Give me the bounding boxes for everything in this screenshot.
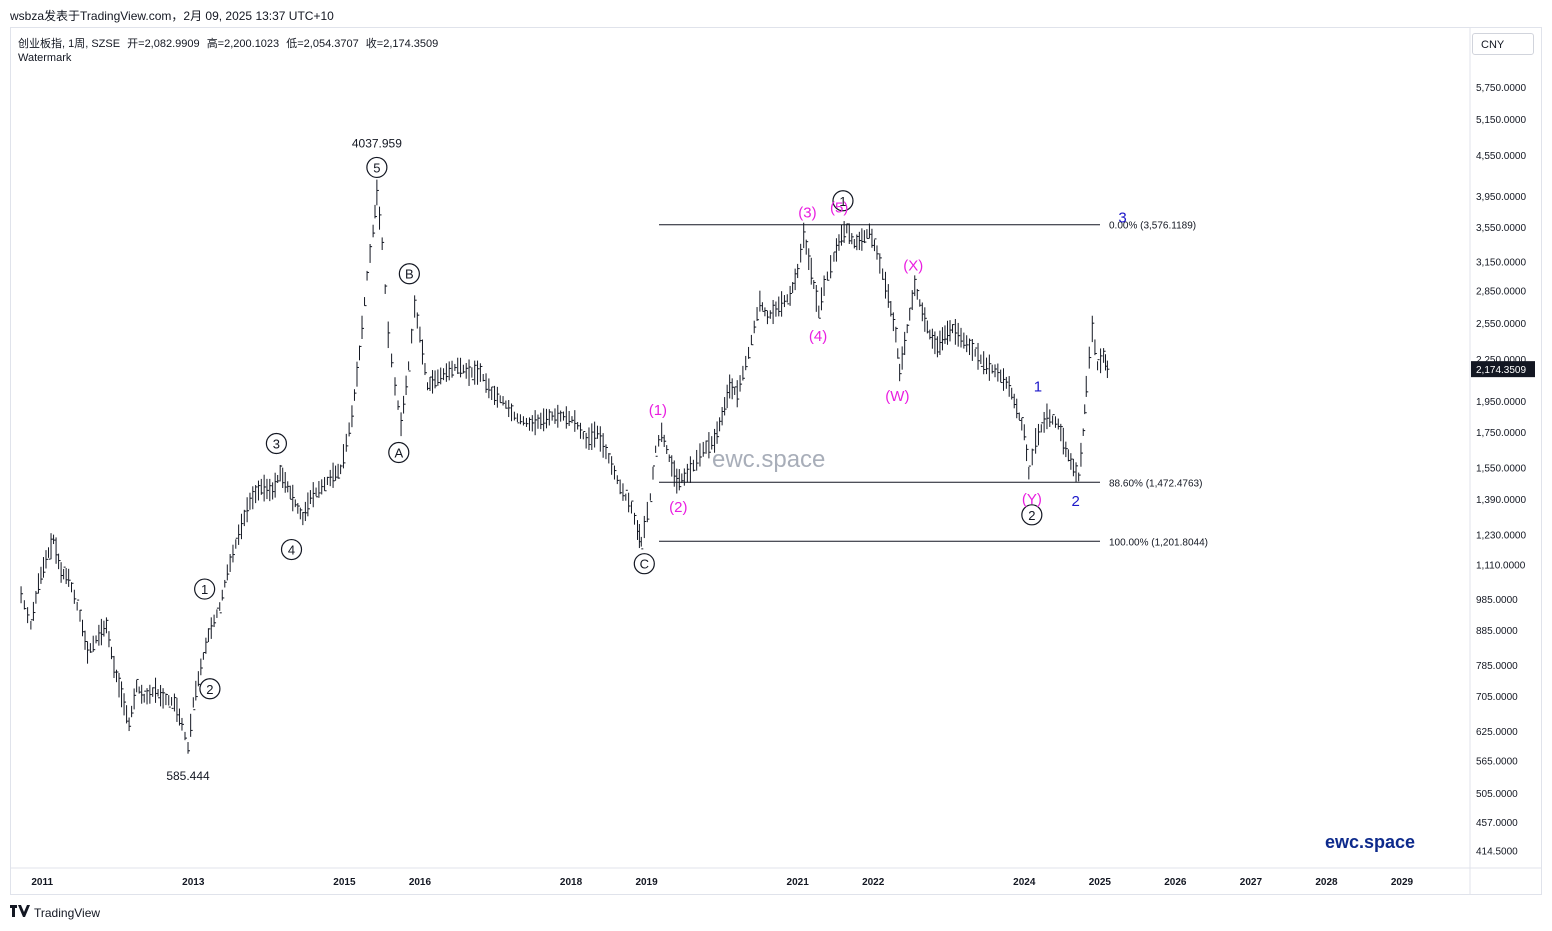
x-tick-label: 2025 <box>1089 877 1112 888</box>
minor-wave-label: (4) <box>809 328 827 345</box>
wave-circle-label: 1 <box>201 582 208 597</box>
close-value: 收=2,174.3509 <box>365 38 439 50</box>
y-tick-label: 5,150.0000 <box>1476 115 1526 126</box>
x-tick-label: 2024 <box>1013 877 1036 888</box>
price-extreme-label: 585.444 <box>166 769 210 783</box>
last-price-tag <box>1471 361 1535 378</box>
wave-circle-label: B <box>405 267 414 282</box>
fib-level-label: 0.00% (3,576.1189) <box>1109 221 1196 232</box>
wave-circle-label: 5 <box>373 160 380 175</box>
currency-selector[interactable]: CNY <box>1472 33 1534 55</box>
y-tick-label: 3,150.0000 <box>1476 258 1526 269</box>
tradingview-logo-icon <box>10 905 30 920</box>
x-tick-label: 2015 <box>333 877 356 888</box>
tradingview-logo[interactable]: TradingView <box>10 905 100 920</box>
y-tick-label: 457.0000 <box>1476 818 1518 829</box>
y-tick-label: 1,750.0000 <box>1476 428 1526 439</box>
y-tick-label: 1,550.0000 <box>1476 463 1526 474</box>
x-tick-label: 2016 <box>409 877 432 888</box>
x-tick-label: 2026 <box>1164 877 1187 888</box>
x-tick-label: 2011 <box>31 877 53 888</box>
y-tick-label: 705.0000 <box>1476 692 1518 703</box>
wave-circle-marker <box>633 553 655 575</box>
wave-circle-marker <box>194 578 216 600</box>
y-tick-label: 4,550.0000 <box>1476 151 1526 162</box>
wave-circle-marker <box>265 432 288 455</box>
minor-wave-label: (W) <box>885 388 909 405</box>
chart-frame <box>10 27 1542 895</box>
x-tick-label: 2022 <box>862 877 885 888</box>
x-tick-label: 2027 <box>1240 877 1263 888</box>
sub-wave-label: 3 <box>1118 209 1126 226</box>
wave-circle-label: 2 <box>1028 508 1035 523</box>
x-tick-label: 2018 <box>560 877 583 888</box>
minor-wave-label: (X) <box>903 258 923 275</box>
minor-wave-label: (1) <box>649 402 667 419</box>
x-tick-label: 2028 <box>1315 877 1338 888</box>
price-extreme-label: 4037.959 <box>352 136 402 150</box>
symbol-legend: 创业板指, 1周, SZSE 开=2,082.9909 高=2,200.1023… <box>18 35 442 51</box>
wave-circle-marker <box>366 156 388 179</box>
minor-wave-label: (2) <box>669 499 687 516</box>
low-value: 低=2,054.3707 <box>286 38 359 50</box>
sub-wave-label: 2 <box>1071 493 1079 510</box>
y-tick-label: 414.5000 <box>1476 846 1518 857</box>
wave-circle-label: 1 <box>839 194 846 209</box>
x-tick-label: 2029 <box>1391 877 1414 888</box>
tradingview-label: TradingView <box>34 905 101 920</box>
y-tick-label: 985.0000 <box>1476 595 1518 606</box>
wave-circle-marker <box>398 263 420 285</box>
y-tick-label: 2,850.0000 <box>1476 287 1526 298</box>
y-tick-label: 5,750.0000 <box>1476 83 1526 94</box>
y-tick-label: 625.0000 <box>1476 727 1518 738</box>
y-tick-label: 1,230.0000 <box>1476 531 1526 542</box>
sub-wave-label: 1 <box>1034 378 1042 395</box>
wave-circle-marker <box>199 678 221 700</box>
y-tick-label: 505.0000 <box>1476 789 1518 800</box>
y-tick-label: 565.0000 <box>1476 756 1518 767</box>
y-tick-label: 2,250.0000 <box>1476 355 1526 366</box>
chart-caption: wsbza发表于TradingView.com，2月 09, 2025 13:3… <box>10 9 334 23</box>
wave-circle-marker <box>280 538 303 561</box>
center-watermark: ewc.space <box>712 446 826 473</box>
site-brand: ewc.space <box>1325 832 1416 852</box>
high-value: 高=2,200.1023 <box>206 38 280 50</box>
x-tick-label: 2021 <box>787 877 810 888</box>
y-tick-label: 3,950.0000 <box>1476 192 1526 203</box>
fib-level-label: 88.60% (1,472.4763) <box>1109 478 1202 489</box>
wave-circle-label: C <box>640 557 649 572</box>
wave-circle-label: 4 <box>288 543 295 558</box>
fib-level-label: 100.00% (1,201.8044) <box>1109 537 1208 548</box>
y-tick-label: 885.0000 <box>1476 626 1518 637</box>
y-tick-label: 1,950.0000 <box>1476 397 1526 408</box>
x-tick-label: 2013 <box>182 877 205 888</box>
y-tick-label: 1,110.0000 <box>1476 560 1526 571</box>
wave-circle-marker <box>1021 504 1043 526</box>
wave-circle-label: 3 <box>273 437 280 452</box>
y-tick-label: 2,550.0000 <box>1476 319 1526 330</box>
minor-wave-label: (3) <box>798 204 816 221</box>
x-tick-label: 2019 <box>635 877 658 888</box>
y-tick-label: 1,390.0000 <box>1476 495 1526 506</box>
watermark-label: Watermark <box>18 52 72 64</box>
wave-circle-marker <box>832 190 854 212</box>
wave-circle-label: A <box>394 446 403 461</box>
symbol-name: 创业板指, 1周, SZSE <box>18 38 121 50</box>
wave-circle-label: 2 <box>206 682 213 697</box>
minor-wave-label: (5) <box>830 199 848 216</box>
y-tick-label: 785.0000 <box>1476 661 1518 672</box>
y-tick-label: 3,550.0000 <box>1476 223 1526 234</box>
minor-wave-label: (Y) <box>1022 491 1042 508</box>
open-value: 开=2,082.9909 <box>127 38 200 50</box>
wave-circle-marker <box>388 441 410 464</box>
last-price-label: 2,174.3509 <box>1476 365 1526 376</box>
